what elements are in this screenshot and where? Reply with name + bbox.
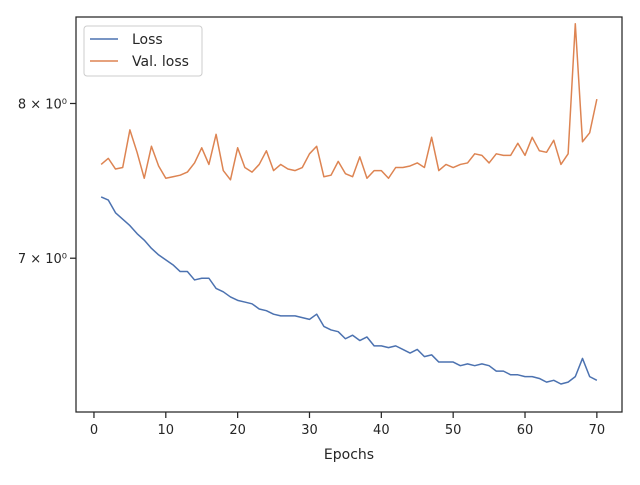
- x-tick-label: 30: [301, 423, 318, 438]
- legend-label-1: Val. loss: [132, 54, 189, 70]
- x-tick-label: 20: [229, 423, 246, 438]
- legend-label-0: Loss: [132, 32, 163, 48]
- x-tick-label: 40: [373, 423, 390, 438]
- x-tick-label: 0: [90, 423, 98, 438]
- x-tick-label: 70: [589, 423, 606, 438]
- x-tick-label: 10: [158, 423, 175, 438]
- y-tick-label: 8 × 10⁰: [18, 97, 67, 112]
- y-tick-label: 7 × 10⁰: [18, 252, 67, 267]
- series-line-1: [100, 22, 598, 181]
- plot-frame: [75, 16, 623, 413]
- x-tick-label: 60: [517, 423, 534, 438]
- x-axis-label: Epochs: [324, 447, 374, 463]
- x-tick-label: 50: [445, 423, 462, 438]
- series-line-0: [100, 196, 598, 385]
